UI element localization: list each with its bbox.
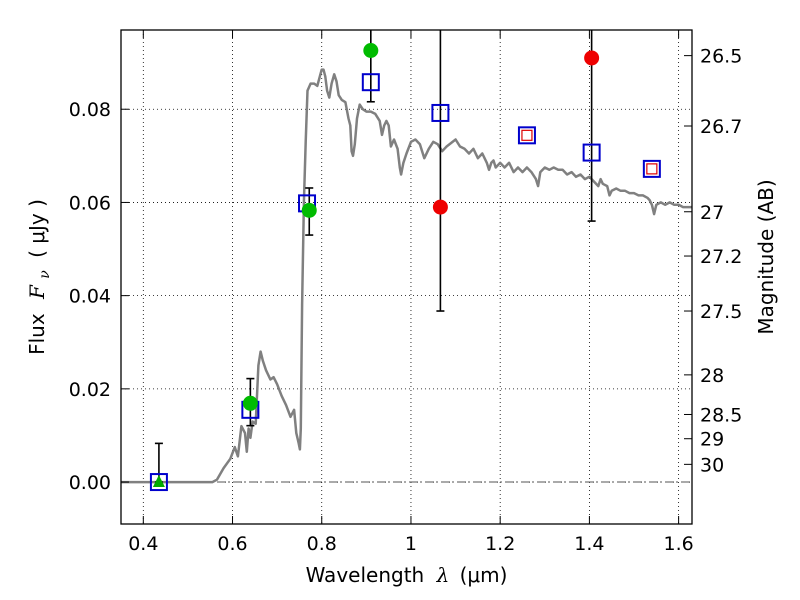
- y-tick-label: 0.00: [69, 472, 111, 494]
- y2-tick-label: 27.5: [700, 301, 742, 323]
- y2-tick-label: 28: [700, 365, 724, 387]
- x-tick-label: 0.4: [128, 533, 158, 555]
- y-tick-label: 0.08: [69, 99, 111, 121]
- y2-axis-label: Magnitude (AB): [754, 179, 778, 334]
- plot-frame: [120, 29, 693, 525]
- y2-tick-label: 27.2: [700, 246, 742, 268]
- x-axis-label-unit: (μm): [460, 563, 508, 587]
- y2-tick-label: 29: [700, 429, 724, 451]
- x-tick-label: 0.8: [307, 533, 337, 555]
- y-tick-label: 0.04: [69, 286, 111, 308]
- y-axis-label: Flux F ν ( μJy ): [25, 199, 54, 355]
- y-tick-label: 0.06: [69, 192, 111, 214]
- y-tick-label: 0.02: [69, 379, 111, 401]
- x-axis-label: Wavelength λ (μm): [306, 563, 508, 587]
- model-square-marker: [582, 143, 601, 162]
- template-sed-line: [121, 68, 692, 484]
- plot-frame-rect: [120, 29, 693, 525]
- model-square-inner-marker: [521, 129, 533, 141]
- green-circle-marker: [363, 43, 379, 59]
- green-triangle-marker: [152, 475, 165, 488]
- x-axis-label-text: Wavelength: [306, 563, 425, 587]
- model-square-marker: [517, 126, 536, 145]
- green-circle-marker: [242, 395, 258, 411]
- x-axis-label-symbol: λ: [436, 563, 450, 587]
- x-tick-label: 0.6: [217, 533, 247, 555]
- green-circle-marker: [301, 202, 317, 218]
- x-tick-label: 1.6: [664, 533, 694, 555]
- x-tick-label: 1.4: [574, 533, 604, 555]
- model-square-marker: [361, 73, 380, 92]
- red-circle-marker: [584, 50, 600, 66]
- y-axis-label-unit: ( μJy ): [25, 199, 49, 258]
- grid-lines: [121, 30, 692, 524]
- y2-tick-label: 26.5: [700, 46, 742, 68]
- y-axis-label-text: Flux: [25, 313, 49, 355]
- error-bars: [154, 30, 596, 483]
- template-sed: [121, 68, 692, 484]
- model-square-marker: [431, 103, 450, 122]
- model-square-marker: [149, 473, 168, 492]
- y2-tick-label: 26.7: [700, 116, 742, 138]
- data-markers: [149, 43, 661, 492]
- y2-tick-label: 30: [700, 454, 724, 476]
- red-circle-marker: [432, 199, 448, 215]
- y2-tick-label: 28.5: [700, 404, 742, 426]
- x-tick-label: 1: [405, 533, 417, 555]
- axis-ticks: 0.4 0.6 0.8 1 1.2 1.4 1.6 0.00 0.02 0.04 0.06 0.08 2…: [69, 30, 742, 555]
- y2-tick-label: 27: [700, 202, 724, 224]
- x-tick-label: 1.2: [485, 533, 515, 555]
- y-axis-label-subscript: ν: [37, 270, 53, 279]
- model-square-marker: [642, 159, 661, 178]
- y-axis-label-symbol: F: [25, 284, 49, 300]
- model-square-inner-marker: [646, 163, 658, 175]
